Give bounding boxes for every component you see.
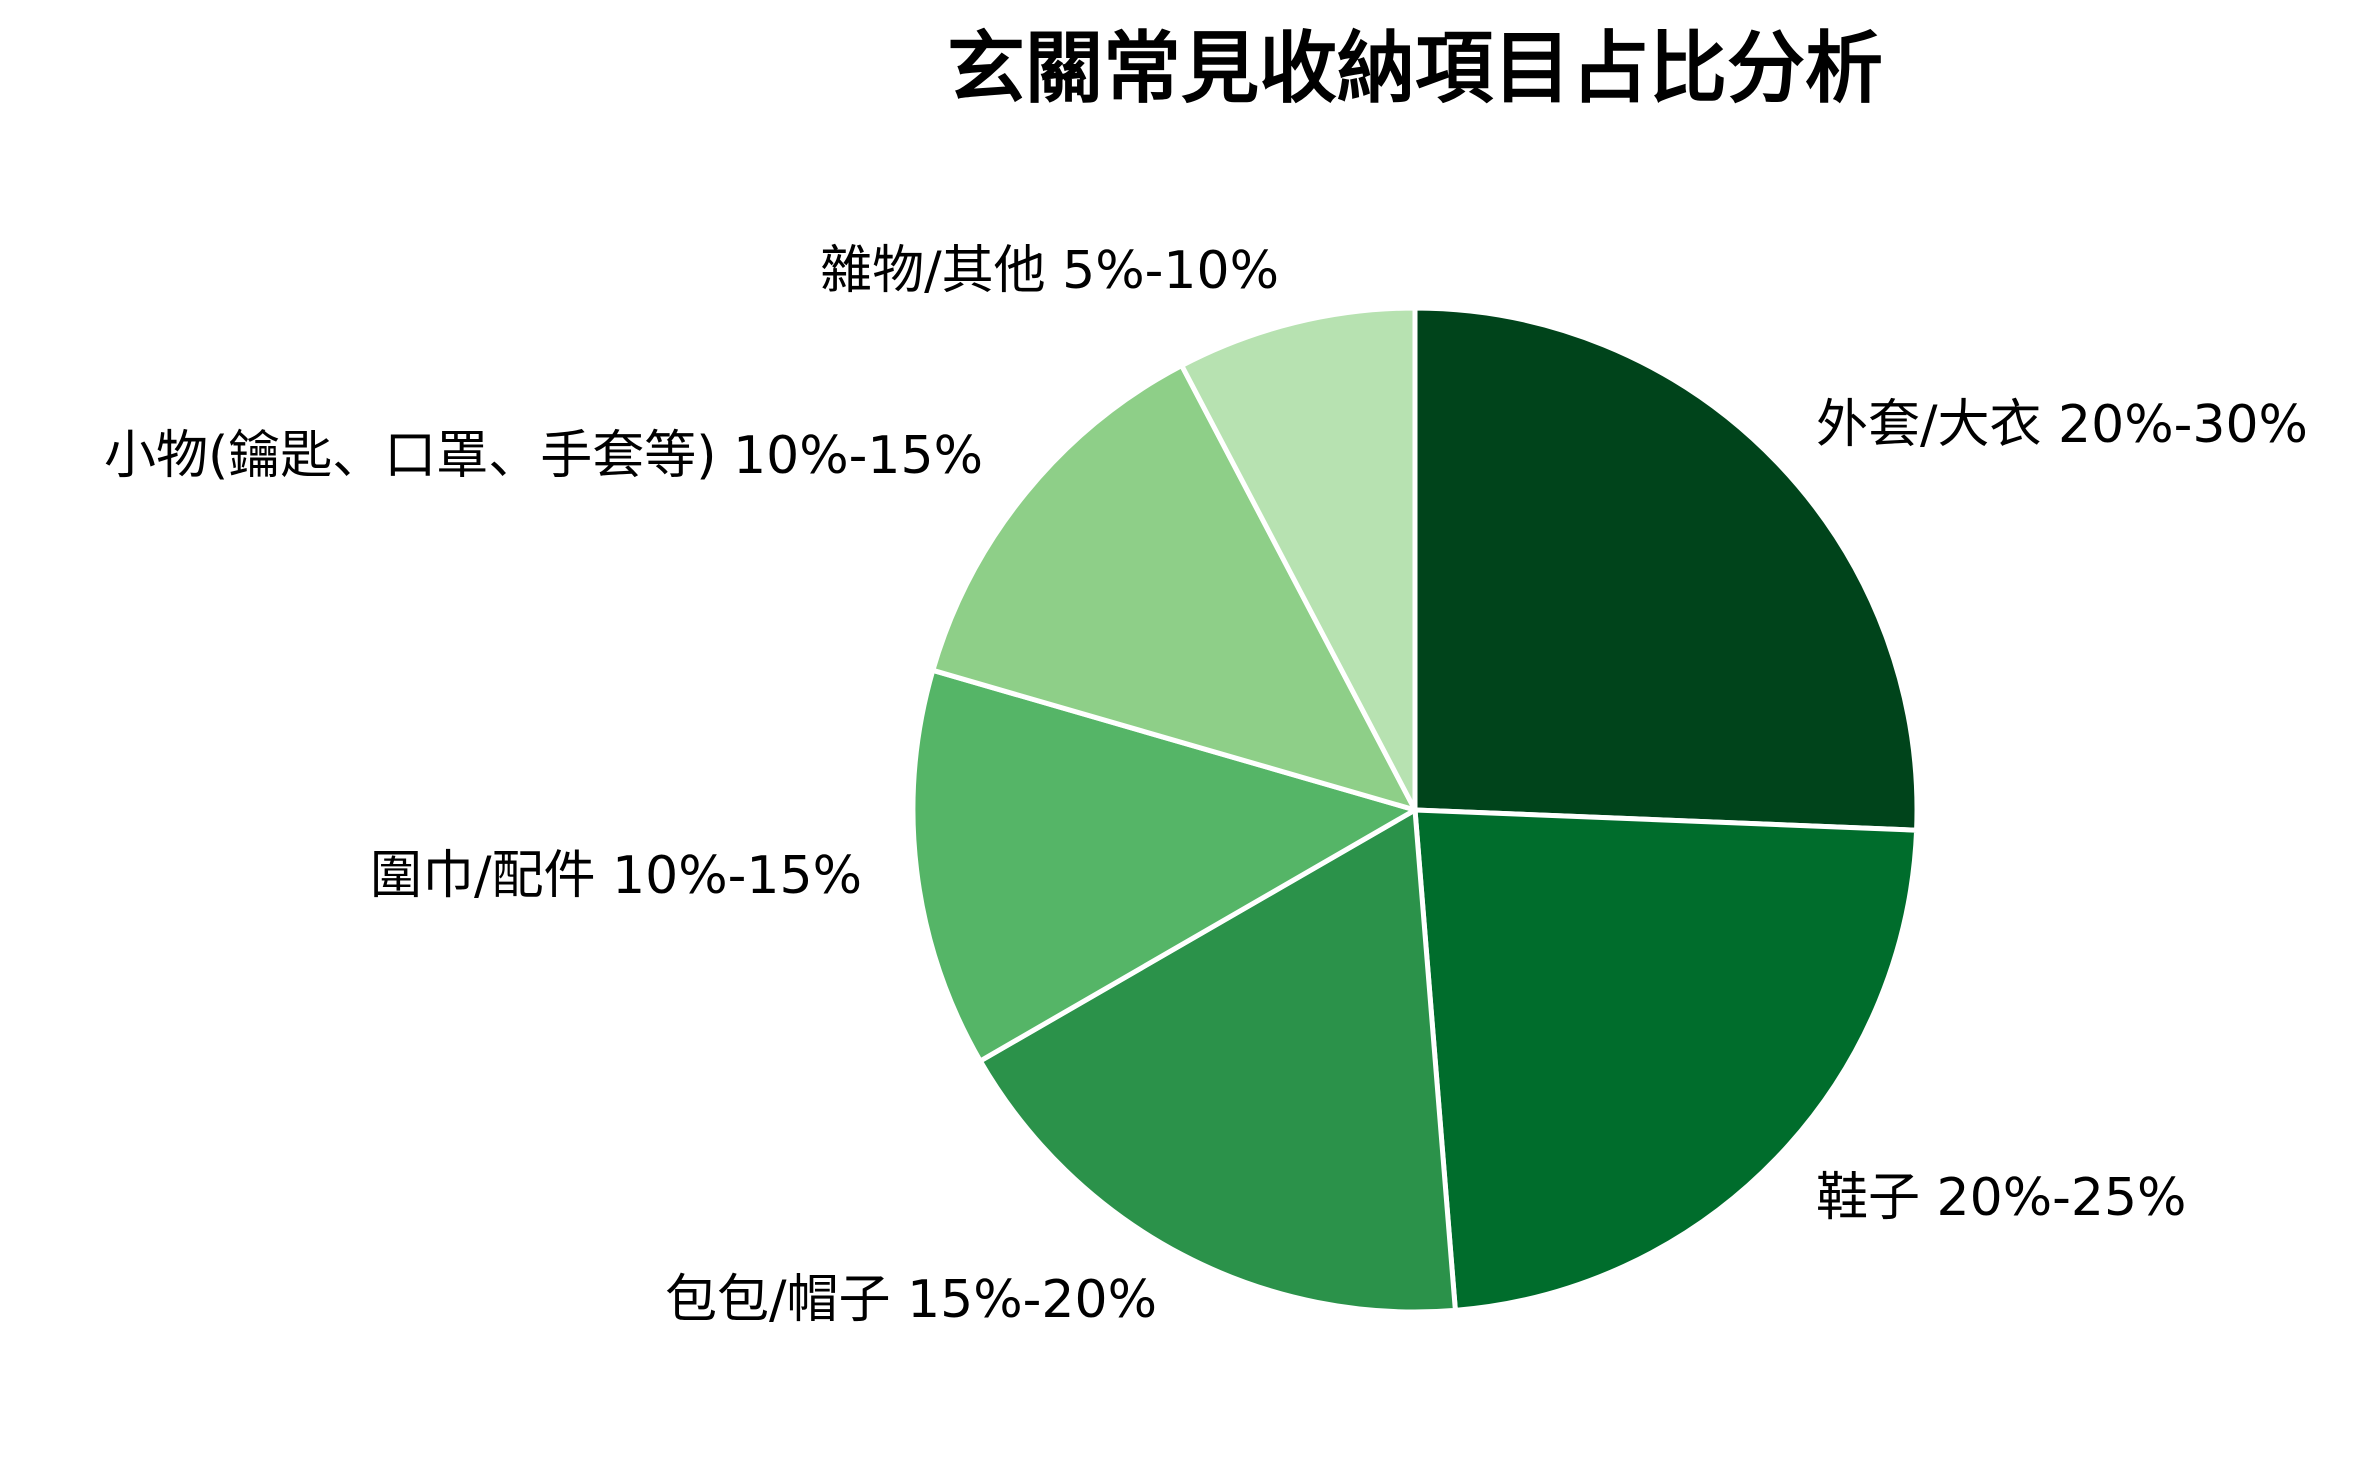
pie-slice-scarves-accessories [910,667,1418,1064]
pie-slice-small-items [930,363,1418,813]
pie-slice-misc [1179,305,1418,813]
label-small-items: 小物(鑰匙、口罩、手套等) 10%-15% [104,426,983,486]
pie-slices [910,305,1920,1315]
chart-title: 玄關常見收納項目占比分析 [947,24,1883,114]
pie-slice-coat [1412,305,1920,833]
label-bags-hats: 包包/帽子 15%-20% [665,1270,1157,1330]
label-coat: 外套/大衣 20%-30% [1816,395,2308,455]
slice-labels: 外套/大衣 20%-30% 鞋子 20%-25% 包包/帽子 15%-20% 圍… [104,241,2308,1330]
label-scarves-accessories: 圍巾/配件 10%-15% [370,846,862,906]
label-shoes: 鞋子 20%-25% [1816,1168,2186,1228]
label-misc: 雜物/其他 5%-10% [820,241,1279,301]
pie-slice-bags-hats [977,807,1458,1315]
pie-slice-shoes [1412,807,1920,1313]
